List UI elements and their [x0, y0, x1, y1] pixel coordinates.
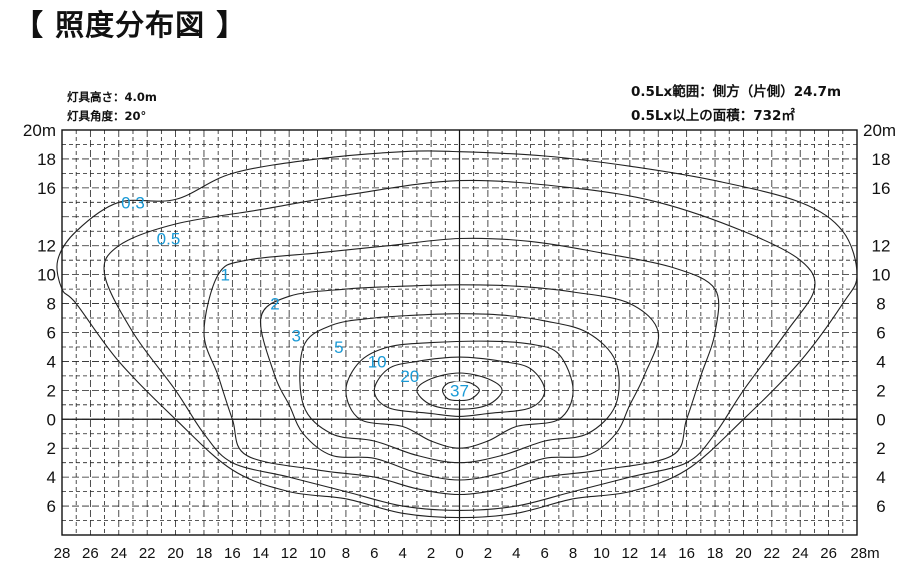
x-tick-label: 8 [342, 545, 350, 562]
contour-label: 0.5 [157, 229, 181, 248]
y-tick-label-right: 12 [872, 237, 891, 256]
y-tick-label-right: 18 [872, 150, 891, 169]
x-tick-label: 24 [110, 545, 127, 562]
x-tick-label: 2 [427, 545, 435, 562]
y-tick-label-right: 20m [863, 121, 896, 140]
contour-label: 10 [368, 352, 387, 371]
mount-angle-label: 灯具角度：20° [67, 109, 147, 123]
x-tick-label: 16 [224, 545, 241, 562]
y-tick-label-right: 4 [876, 352, 885, 371]
y-tick-label-left: 6 [47, 497, 56, 516]
x-tick-label: 28m [850, 545, 879, 562]
y-tick-label-right: 2 [876, 381, 885, 400]
contour-label: 5 [334, 338, 343, 357]
contour-line [299, 313, 620, 464]
contour-label: 2 [270, 295, 279, 314]
plot-frame [61, 129, 858, 536]
y-tick-label-left: 2 [47, 381, 56, 400]
x-tick-label: 4 [512, 545, 520, 562]
y-tick-label-left: 12 [37, 237, 56, 256]
contour-label: 20 [400, 367, 419, 386]
contour-line [373, 356, 546, 417]
x-tick-label: 14 [650, 545, 667, 562]
x-tick-label: 16 [678, 545, 695, 562]
x-tick-label: 20 [735, 545, 752, 562]
y-tick-label-right: 0 [876, 410, 885, 429]
y-tick-label-right: 10 [872, 266, 891, 285]
y-tick-label-left: 6 [47, 324, 56, 343]
y-tick-label-left: 18 [37, 150, 56, 169]
y-tick-label-left: 2 [47, 439, 56, 458]
contour-line [103, 179, 816, 511]
y-tick-label-left: 4 [47, 468, 56, 487]
contour-label: 0.3 [121, 193, 145, 212]
x-tick-label: 20 [167, 545, 184, 562]
x-tick-label: 18 [707, 545, 724, 562]
contour-label: 3 [292, 326, 301, 345]
x-tick-label: 6 [541, 545, 549, 562]
x-tick-label: 0 [455, 545, 463, 562]
contour-label-bg [445, 381, 474, 400]
contour-line [56, 150, 858, 519]
x-tick-label: 10 [593, 545, 610, 562]
x-tick-label: 8 [569, 545, 577, 562]
side-range-label: 0.5Lx範囲：側方（片側）24.7m [631, 84, 842, 100]
x-tick-label: 18 [196, 545, 213, 562]
x-tick-label: 10 [309, 545, 326, 562]
contour-line [259, 284, 660, 481]
contour-label: 37 [450, 381, 469, 400]
x-tick-label: 14 [252, 545, 269, 562]
y-tick-label-left: 20m [23, 121, 56, 140]
contour-line [203, 237, 720, 496]
contour-line [416, 372, 503, 410]
x-tick-label: 26 [820, 545, 837, 562]
y-tick-label-right: 16 [872, 179, 891, 198]
x-tick-label: 28 [54, 545, 71, 562]
x-tick-label: 4 [399, 545, 407, 562]
y-tick-label-left: 8 [47, 295, 56, 314]
contour-label: 1 [221, 266, 230, 285]
y-tick-label-left: 4 [47, 352, 56, 371]
y-tick-label-left: 10 [37, 266, 56, 285]
x-tick-label: 22 [139, 545, 156, 562]
contour-line [441, 381, 480, 402]
y-tick-label-right: 6 [876, 497, 885, 516]
mount-height-label: 灯具高さ：4.0m [67, 90, 157, 104]
area-label: 0.5Lx以上の面積：732㎡ [631, 108, 795, 124]
x-tick-label: 6 [370, 545, 378, 562]
x-tick-label: 26 [82, 545, 99, 562]
y-tick-label-right: 6 [876, 324, 885, 343]
x-tick-label: 22 [763, 545, 780, 562]
x-tick-label: 12 [281, 545, 298, 562]
y-tick-label-left: 0 [47, 410, 56, 429]
page-title: 【 照度分布図 】 [14, 8, 247, 42]
y-tick-label-left: 16 [37, 179, 56, 198]
y-tick-label-right: 8 [876, 295, 885, 314]
x-tick-label: 24 [792, 545, 809, 562]
y-tick-label-right: 4 [876, 468, 885, 487]
x-tick-label: 12 [622, 545, 639, 562]
contour-line [345, 340, 574, 449]
y-tick-label-right: 2 [876, 439, 885, 458]
x-tick-label: 2 [484, 545, 492, 562]
